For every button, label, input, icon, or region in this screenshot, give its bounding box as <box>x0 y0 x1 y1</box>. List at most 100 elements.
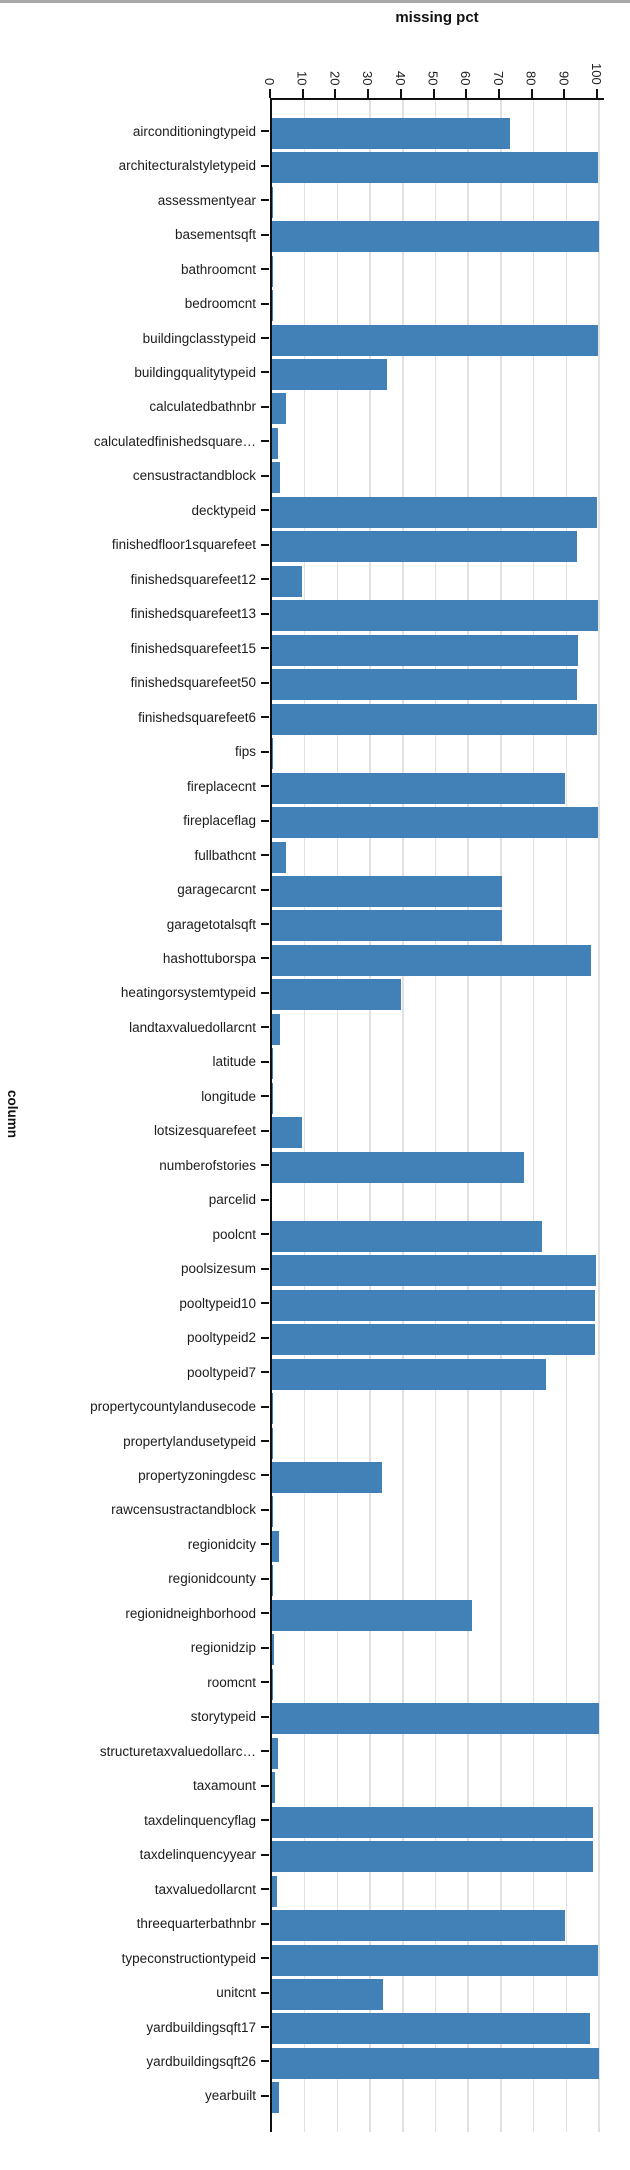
bar <box>272 1461 383 1493</box>
category-label: fullbathcnt <box>194 847 256 863</box>
y-tick-mark <box>261 1405 269 1408</box>
y-tick-mark <box>261 785 269 788</box>
bar-row <box>272 1357 604 1391</box>
label-row: architecturalstyletypeid <box>0 148 270 182</box>
bar <box>272 1944 599 1976</box>
category-label: fireplaceflag <box>183 813 256 829</box>
y-tick-mark <box>261 1198 269 1201</box>
category-label: regionidzip <box>190 1640 256 1656</box>
x-tick-label: 30 <box>360 70 376 85</box>
bar <box>272 1979 383 2010</box>
y-tick-mark <box>261 819 269 822</box>
y-tick-mark <box>261 1371 269 1374</box>
bar <box>272 1255 597 1287</box>
bar <box>272 634 579 666</box>
category-label: finishedsquarefeet12 <box>130 571 256 587</box>
x-tick-mark <box>399 89 402 98</box>
bar <box>272 152 599 184</box>
bar-row <box>272 805 604 839</box>
x-tick-mark <box>301 89 304 98</box>
y-tick-mark <box>261 1164 269 1167</box>
label-row: bathroomcnt <box>0 252 270 286</box>
bar-row <box>272 1116 604 1150</box>
bar <box>272 393 287 425</box>
label-row: parcelid <box>0 1183 270 1217</box>
label-row: finishedfloor1squarefeet <box>0 528 270 562</box>
label-row: roomcnt <box>0 1665 270 1699</box>
bar-row <box>272 1908 604 1942</box>
x-tick-mark <box>497 89 500 98</box>
bar <box>272 1599 473 1631</box>
category-label: finishedsquarefeet13 <box>130 606 256 622</box>
category-label: propertycountylandusecode <box>90 1399 256 1415</box>
bar-row <box>272 1874 604 1908</box>
label-row: bedroomcnt <box>0 286 270 320</box>
label-row: pooltypeid10 <box>0 1286 270 1320</box>
bar-row <box>272 1391 604 1425</box>
y-tick-mark <box>261 1957 269 1960</box>
category-label: propertyzoningdesc <box>138 1468 256 1484</box>
category-label: calculatedfinishedsquare… <box>93 433 256 449</box>
category-label: structuretaxvaluedollarc… <box>99 1743 256 1759</box>
bar-row <box>272 530 604 564</box>
category-label: longitude <box>201 1088 256 1104</box>
label-row: threequarterbathnbr <box>0 1906 270 1940</box>
bar-row <box>272 392 604 426</box>
x-tick-label: 10 <box>294 70 310 85</box>
category-label: landtaxvaluedollarcnt <box>129 1019 256 1035</box>
bar-row <box>272 1977 604 2011</box>
bar-row <box>272 702 604 736</box>
bar <box>272 117 511 149</box>
category-label: poolcnt <box>212 1226 256 1242</box>
y-tick-mark <box>261 164 269 167</box>
label-row: poolsizesum <box>0 1251 270 1285</box>
category-label: assessmentyear <box>157 192 256 208</box>
label-row: numberofstories <box>0 1148 270 1182</box>
bar-row <box>272 599 604 633</box>
category-label: parcelid <box>208 1192 256 1208</box>
bar-row <box>272 1185 604 1219</box>
label-row: landtaxvaluedollarcnt <box>0 1010 270 1044</box>
bar-row <box>272 1529 604 1563</box>
y-tick-mark <box>261 1026 269 1029</box>
bar-row <box>272 2046 604 2080</box>
category-label: regionidcity <box>187 1536 256 1552</box>
label-row: structuretaxvaluedollarc… <box>0 1734 270 1768</box>
label-row: regionidneighborhood <box>0 1596 270 1630</box>
bar <box>272 910 503 942</box>
label-row: hashottuborspa <box>0 941 270 975</box>
label-row: yearbuilt <box>0 2079 270 2113</box>
category-label: poolsizesum <box>180 1261 256 1277</box>
label-row: lotsizesquarefeet <box>0 1114 270 1148</box>
bar <box>272 1634 274 1666</box>
y-tick-mark <box>261 2025 269 2028</box>
bar-row <box>272 1667 604 1701</box>
gridline <box>303 100 306 2132</box>
x-tick-label: 100 <box>589 63 604 85</box>
y-tick-mark <box>261 1095 269 1098</box>
bar <box>272 738 274 770</box>
category-label: typeconstructiontypeid <box>121 1950 256 1966</box>
y-tick-mark <box>261 578 269 581</box>
y-tick-mark <box>261 681 269 684</box>
label-row: garagetotalsqft <box>0 907 270 941</box>
bar-row <box>272 978 604 1012</box>
bar-row <box>272 874 604 908</box>
x-tick-mark <box>465 89 468 98</box>
category-label: basementsqft <box>174 227 256 243</box>
category-label: latitude <box>212 1054 256 1070</box>
category-label: buildingclasstypeid <box>142 330 256 346</box>
label-row: buildingqualitytypeid <box>0 355 270 389</box>
label-row: yardbuildingsqft26 <box>0 2044 270 2078</box>
bar-row <box>272 254 604 288</box>
bar <box>272 462 281 494</box>
bar-row <box>272 288 604 322</box>
bar <box>272 807 599 839</box>
bar-row <box>272 1736 604 1770</box>
category-label: threequarterbathnbr <box>136 1916 256 1932</box>
y-axis-label: column <box>5 1090 20 1139</box>
y-tick-mark <box>261 1336 269 1339</box>
bar <box>272 1082 274 1114</box>
category-label: censustractandblock <box>132 468 256 484</box>
window-top-border <box>0 0 630 3</box>
